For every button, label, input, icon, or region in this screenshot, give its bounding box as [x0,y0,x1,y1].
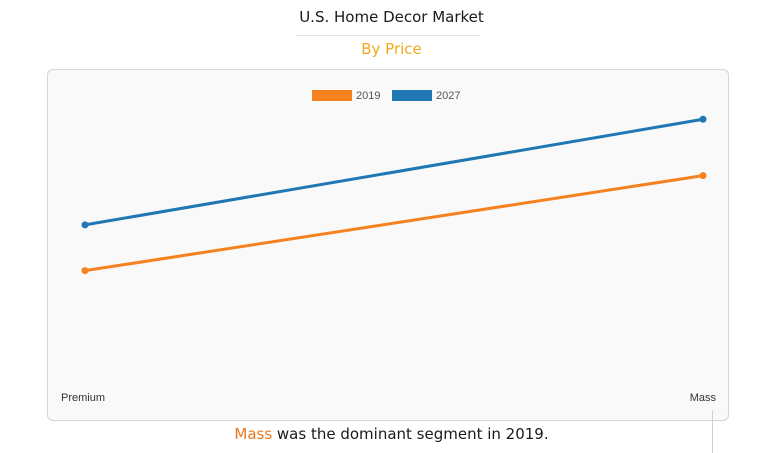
legend-swatch-2027 [392,90,432,101]
chart-caption: Mass was the dominant segment in 2019. [0,425,783,443]
data-point-2019-premium[interactable] [81,267,89,275]
x-tick-label-mass: Mass [690,392,717,404]
caption-text: was the dominant segment in 2019. [272,425,549,443]
data-point-2027-premium[interactable] [81,221,89,229]
legend-swatch-2019 [312,90,352,101]
x-tick-label-premium: Premium [61,392,105,404]
divider-line [712,410,713,453]
title-divider [296,35,480,36]
series-line-2019 [83,174,705,273]
data-point-2019-mass[interactable] [699,172,707,180]
series-line-2027 [83,117,705,227]
chart-panel: 2019 2027 Premium Mass [47,69,729,421]
chart-title: U.S. Home Decor Market [299,8,484,26]
chart-subtitle: By Price [361,40,422,58]
data-point-2027-mass[interactable] [699,115,707,123]
legend-label-2027: 2027 [436,90,460,102]
legend-label-2019: 2019 [356,90,380,102]
caption-highlight: Mass [234,425,273,443]
line-chart: 2019 2027 Premium Mass [61,90,717,404]
